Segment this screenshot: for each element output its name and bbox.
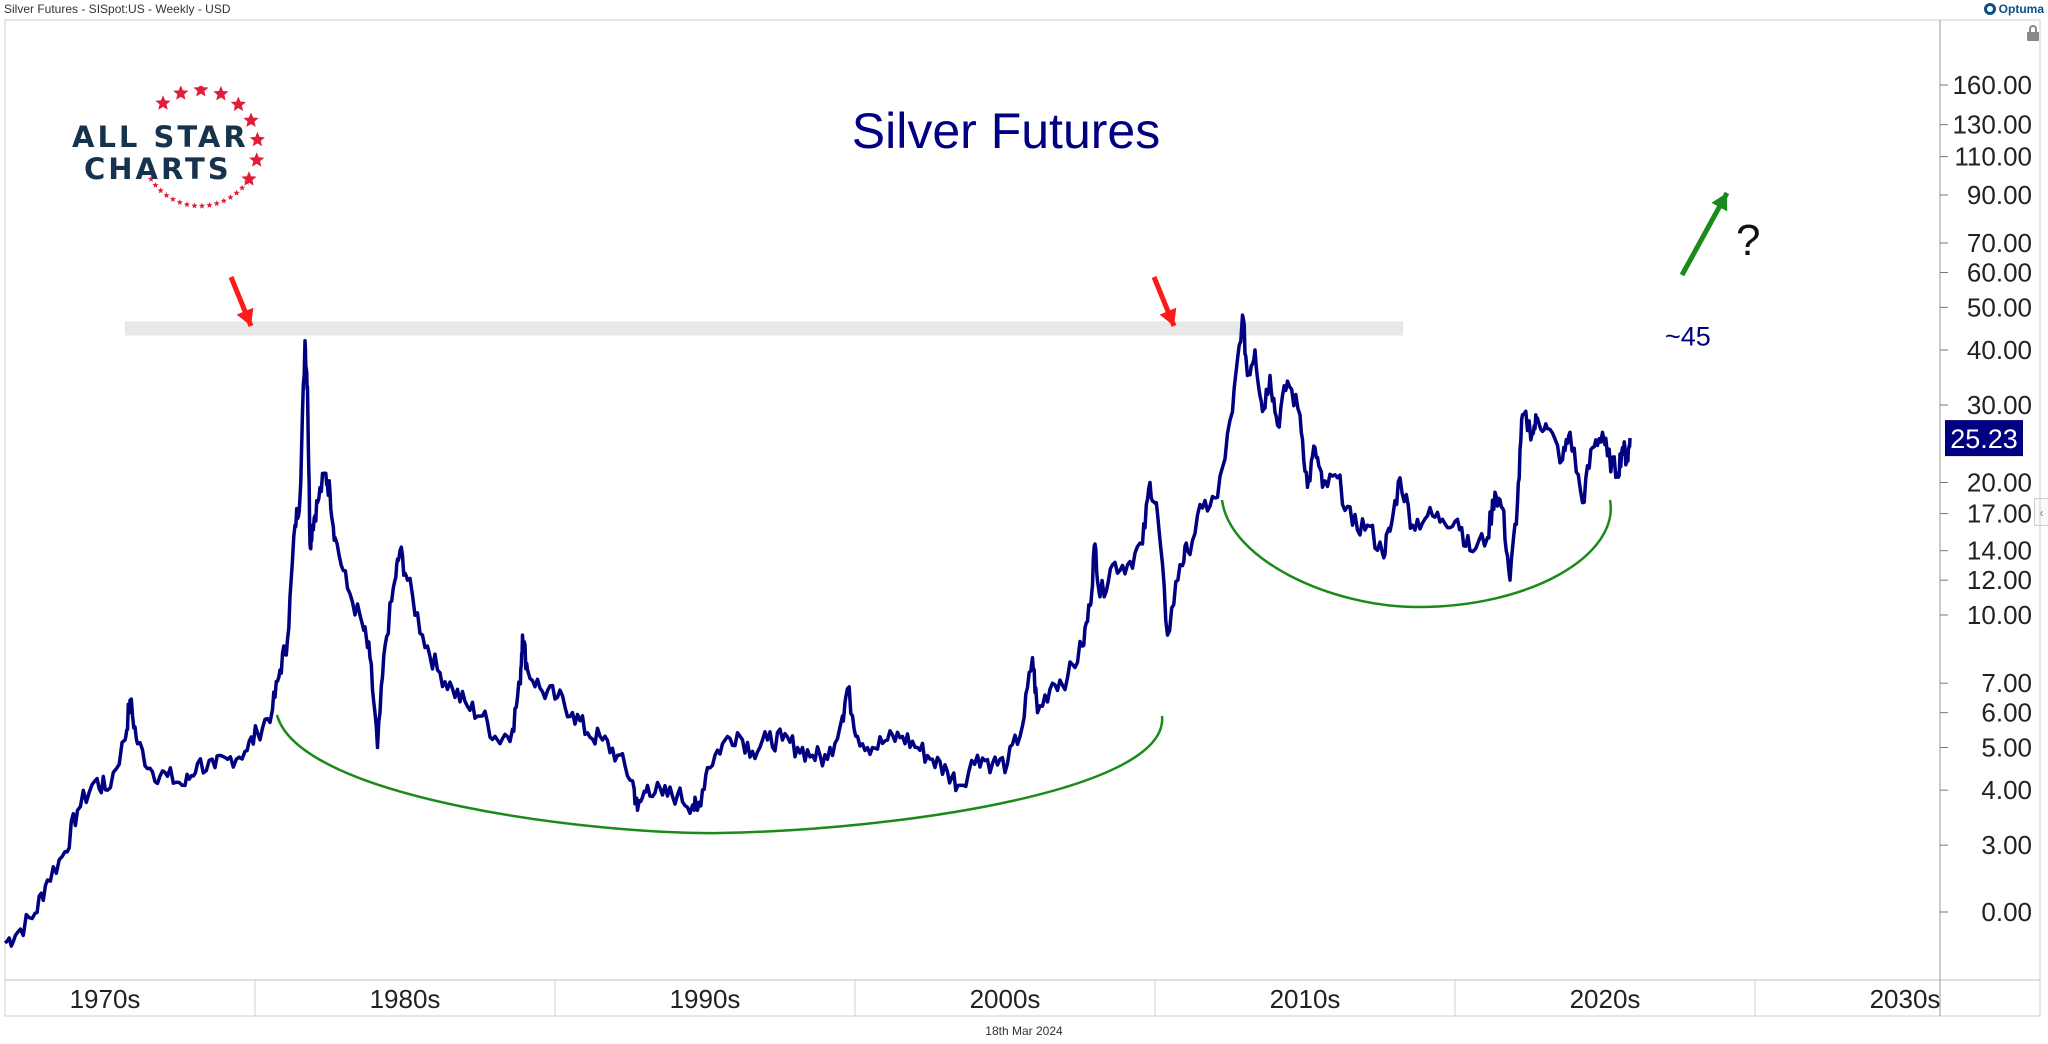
logo-text-line1: ALL STAR <box>72 120 249 154</box>
y-tick-label: 40.00 <box>1967 335 2032 365</box>
y-tick-label: 20.00 <box>1967 468 2032 498</box>
chart-frame <box>4 19 2041 1017</box>
y-tick-label: 70.00 <box>1967 228 2032 258</box>
brand-name: Optuma <box>1998 2 2044 16</box>
y-tick-label: 130.00 <box>1952 110 2032 140</box>
brand-logo[interactable]: Optuma <box>1983 2 2044 16</box>
y-tick-label: 4.00 <box>1981 775 2032 805</box>
y-tick-label: 0.00 <box>1981 897 2032 927</box>
y-tick-label: 3.00 <box>1981 830 2032 860</box>
x-tick-label: 2000s <box>970 984 1041 1014</box>
chart-header-title: Silver Futures - SISpot:US - Weekly - US… <box>4 2 231 16</box>
base-arc-2013-2024 <box>1220 499 1612 609</box>
x-tick-label: 1970s <box>70 984 141 1014</box>
y-tick-label: 6.00 <box>1981 698 2032 728</box>
y-tick-label: 12.00 <box>1967 565 2032 595</box>
x-tick-label: 2010s <box>1270 984 1341 1014</box>
y-tick-label: 110.00 <box>1954 142 2032 172</box>
resistance-band <box>125 321 1403 336</box>
last-price-label: 25.23 <box>1950 424 2018 454</box>
series-line <box>3 313 1632 948</box>
breakout-arrow <box>1679 191 1730 277</box>
last-price-badge <box>1945 420 2023 457</box>
chart-title: Silver Futures <box>852 103 1160 159</box>
y-tick-label: 14.00 <box>1967 536 2032 566</box>
x-tick-label: 1990s <box>670 984 741 1014</box>
logo-stars-icon <box>148 86 265 209</box>
y-tick-label: 60.00 <box>1967 257 2032 287</box>
peak-arrow-1980 <box>228 276 254 327</box>
side-panel-toggle[interactable]: ‹ <box>2034 498 2048 526</box>
lock-icon[interactable] <box>2024 24 2042 42</box>
all-star-charts-logo: ALL STAR CHARTS <box>70 86 300 212</box>
question-mark: ? <box>1736 216 1760 265</box>
optuma-logo-icon <box>1983 3 1996 15</box>
y-tick-label: 5.00 <box>1981 733 2032 763</box>
x-tick-label: 2030s <box>1870 984 1941 1014</box>
resistance-label: ~45 <box>1665 321 1711 351</box>
y-tick-label: 10.00 <box>1967 600 2032 630</box>
y-tick-label: 7.00 <box>1981 668 2032 698</box>
footer-date: 18th Mar 2024 <box>985 1024 1063 1038</box>
y-tick-label: 50.00 <box>1967 292 2032 322</box>
y-tick-label: 90.00 <box>1967 180 2032 210</box>
x-tick-label: 1980s <box>370 984 441 1014</box>
logo-text-line2: CHARTS <box>84 152 232 186</box>
x-tick-label: 2020s <box>1570 984 1641 1014</box>
y-tick-label: 30.00 <box>1967 390 2032 420</box>
y-tick-label: 160.00 <box>1952 70 2032 100</box>
base-arc-1980-2005 <box>275 714 1164 835</box>
peak-arrow-2011 <box>1151 276 1177 327</box>
y-tick-label: 17.00 <box>1967 499 2032 529</box>
